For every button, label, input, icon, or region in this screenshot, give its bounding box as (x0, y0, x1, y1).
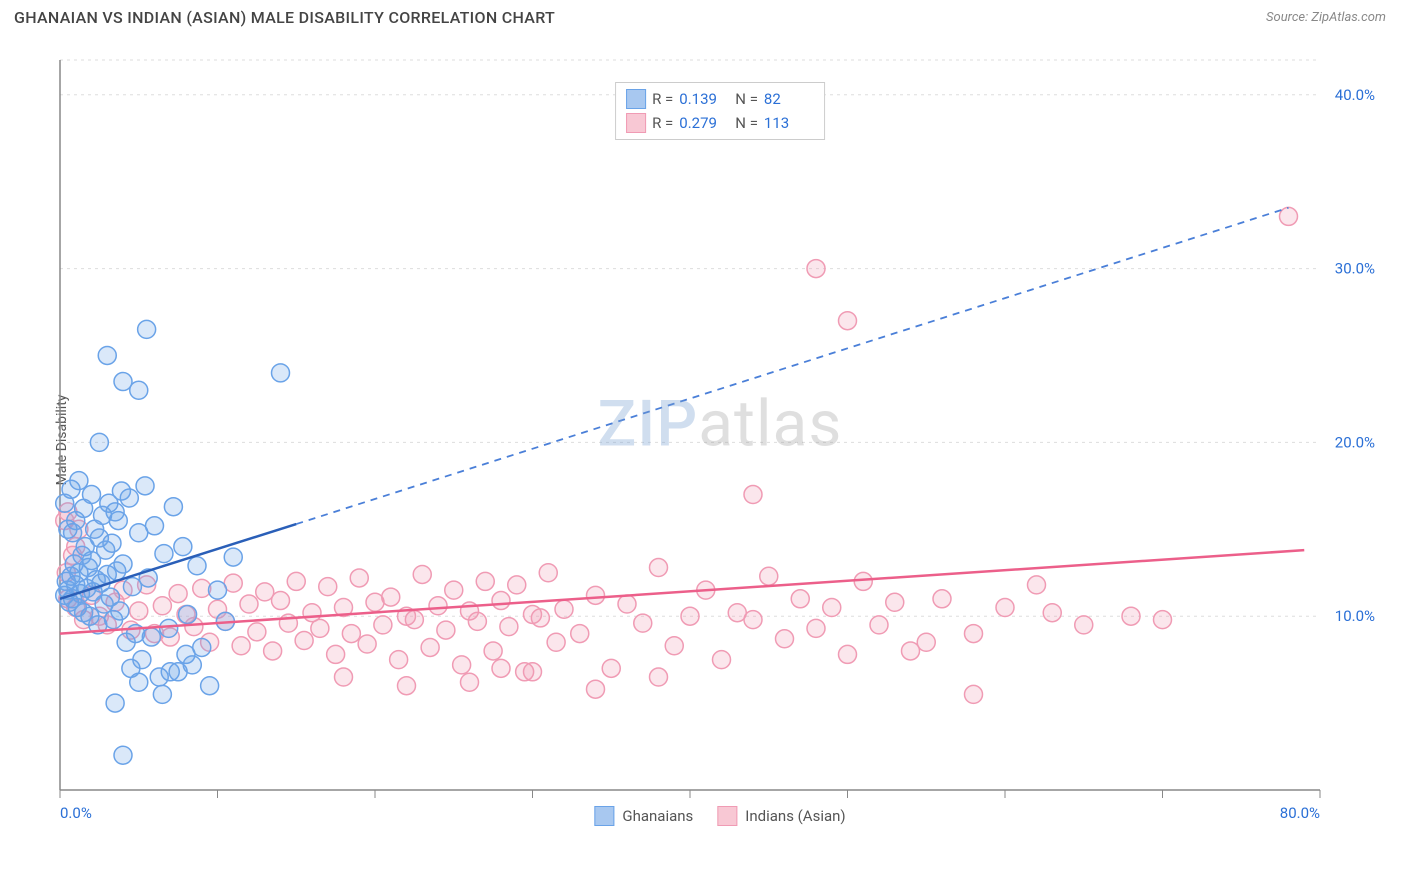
n-value-ghanaians: 82 (764, 90, 814, 108)
swatch-ghanaians-bottom (594, 806, 614, 826)
scatter-plot: 0.0% 80.0% 10.0% 20.0% 30.0% 40.0% (50, 40, 1390, 840)
legend-row-indians: R = 0.279 N = 113 (626, 111, 814, 135)
swatch-ghanaians (626, 89, 646, 109)
svg-text:30.0%: 30.0% (1335, 260, 1375, 278)
svg-text:20.0%: 20.0% (1335, 433, 1375, 451)
chart-area: Male Disability ZIPatlas R = 0.139 N = 8… (50, 40, 1390, 840)
legend-row-ghanaians: R = 0.139 N = 82 (626, 87, 814, 111)
correlation-legend: R = 0.139 N = 82 R = 0.279 N = 113 (615, 82, 825, 140)
svg-text:0.0%: 0.0% (60, 804, 92, 822)
r-label: R = (652, 114, 673, 132)
svg-text:40.0%: 40.0% (1335, 86, 1375, 104)
r-value-indians: 0.279 (679, 114, 729, 132)
n-label: N = (735, 114, 758, 132)
svg-text:80.0%: 80.0% (1280, 804, 1320, 822)
r-label: R = (652, 90, 673, 108)
swatch-indians-bottom (717, 806, 737, 826)
legend-label-ghanaians: Ghanaians (622, 807, 693, 825)
svg-text:10.0%: 10.0% (1335, 607, 1375, 625)
chart-title: GHANAIAN VS INDIAN (ASIAN) MALE DISABILI… (14, 8, 555, 27)
n-label: N = (735, 90, 758, 108)
legend-item-ghanaians: Ghanaians (594, 806, 693, 826)
series-legend: Ghanaians Indians (Asian) (594, 806, 845, 826)
legend-label-indians: Indians (Asian) (745, 807, 845, 825)
legend-item-indians: Indians (Asian) (717, 806, 845, 826)
swatch-indians (626, 113, 646, 133)
r-value-ghanaians: 0.139 (679, 90, 729, 108)
source-attribution: Source: ZipAtlas.com (1266, 10, 1386, 25)
n-value-indians: 113 (764, 114, 814, 132)
